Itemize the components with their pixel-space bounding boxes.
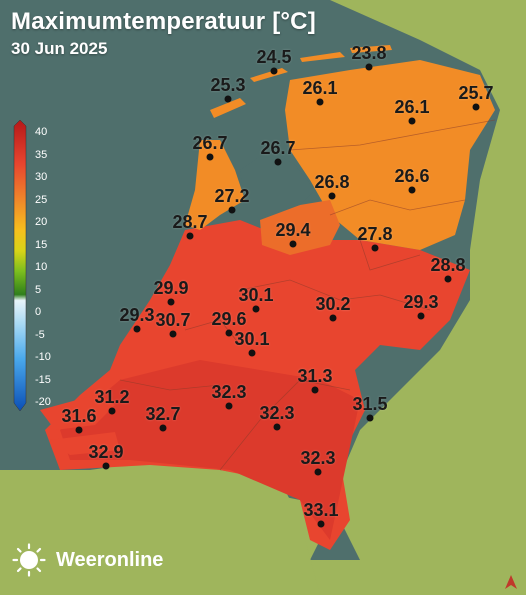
city-marker-dot	[329, 314, 337, 322]
map-title: Maximumtemperatuur [°C]	[11, 8, 316, 35]
city-marker-dot	[311, 386, 319, 394]
city-temperature-label: 30.7	[155, 310, 191, 330]
city-temperature-label: 26.7	[192, 133, 228, 153]
city-temperature-label: 33.1	[303, 500, 339, 520]
region-flevoland	[260, 200, 340, 255]
city-temperature-label: 32.3	[300, 448, 336, 468]
city-temperature-label: 24.5	[256, 47, 292, 67]
city-temperature-label: 23.8	[351, 43, 387, 63]
city-temperature-label: 27.8	[357, 224, 393, 244]
city-temperature-label: 26.1	[302, 78, 338, 98]
city-temperature-label: 32.3	[259, 403, 295, 423]
legend-tick-label: -10	[35, 351, 51, 363]
sun-logo-icon	[12, 543, 46, 577]
brand-name: Weeronline	[56, 548, 164, 571]
city-temperature-label: 26.7	[260, 138, 296, 158]
city-marker-dot	[225, 402, 233, 410]
city-marker-dot	[317, 520, 325, 528]
legend-tick-label: 10	[35, 261, 48, 273]
city-temperature-label: 30.1	[234, 329, 270, 349]
city-marker-dot	[314, 468, 322, 476]
city-marker-dot	[365, 63, 373, 71]
city-marker-dot	[75, 426, 83, 434]
city-temperature-label: 29.3	[119, 305, 155, 325]
city-marker-dot	[224, 95, 232, 103]
zeeland-islands	[40, 395, 120, 455]
city-marker-dot	[270, 67, 278, 75]
city-marker-dot	[186, 232, 194, 240]
city-temperature-label: 31.5	[352, 394, 388, 414]
city-marker-dot	[167, 298, 175, 306]
city-temperature-label: 28.7	[172, 212, 208, 232]
city-marker-dot	[408, 186, 416, 194]
city-marker-dot	[228, 206, 236, 214]
legend-tick-label: 30	[35, 171, 48, 183]
city-marker-dot	[252, 305, 260, 313]
city-marker-dot	[444, 275, 452, 283]
city-temperature-label: 29.6	[211, 309, 247, 329]
city-marker-dot	[133, 325, 141, 333]
city-marker-dot	[159, 424, 167, 432]
city-temperature-label: 26.8	[314, 172, 350, 192]
city-marker-dot	[408, 117, 416, 125]
ijsselmeer	[240, 150, 315, 215]
wadden-islands	[210, 45, 392, 118]
temperature-legend: 40 35 30 25 20 15 10 5 0 -5 -10 -15 -20	[8, 119, 58, 415]
legend-tick-label: 0	[35, 306, 42, 318]
city-temperature-label: 29.4	[275, 220, 311, 240]
city-temperature-label: 28.8	[430, 255, 466, 275]
city-temperature-label: 31.2	[94, 387, 130, 407]
city-marker-dot	[169, 330, 177, 338]
city-temperature-label: 29.9	[153, 278, 189, 298]
city-temperature-label: 31.6	[61, 406, 97, 426]
city-temperature-label: 25.7	[458, 83, 494, 103]
legend-tick-label: 40	[35, 126, 48, 138]
city-marker-dot	[206, 153, 214, 161]
map-date: 30 Jun 2025	[11, 39, 108, 58]
legend-tick-label: -20	[35, 396, 51, 408]
legend-tick-label: 20	[35, 216, 48, 228]
legend-color-bar	[13, 119, 27, 412]
city-marker-dot	[371, 244, 379, 252]
city-marker-dot	[102, 462, 110, 470]
city-temperature-label: 27.2	[214, 186, 250, 206]
city-marker-dot	[225, 329, 233, 337]
city-temperature-label: 32.3	[211, 382, 247, 402]
city-marker-dot	[316, 98, 324, 106]
city-marker-dot	[417, 312, 425, 320]
city-temperature-label: 32.9	[88, 442, 124, 462]
legend-tick-label: 5	[35, 283, 42, 296]
city-temperature-label: 25.3	[210, 75, 246, 95]
brand: Weeronline	[12, 543, 163, 577]
city-temperature-label: 31.3	[297, 366, 333, 386]
city-marker-dot	[289, 240, 297, 248]
legend-tick-label: -5	[35, 328, 45, 341]
province-borders	[119, 119, 496, 471]
city-temperature-label: 29.3	[403, 292, 439, 312]
city-marker-dot	[328, 192, 336, 200]
legend-tick-label: 35	[35, 148, 48, 161]
region-hottest	[60, 360, 360, 540]
city-marker-dot	[366, 414, 374, 422]
region-warm	[285, 60, 495, 250]
legend-tick-label: -15	[35, 373, 51, 386]
city-temperature-label: 26.6	[394, 166, 430, 186]
city-marker-dot	[274, 158, 282, 166]
city-temperature-label: 32.7	[145, 404, 181, 424]
city-marker-dot	[273, 423, 281, 431]
neighbor-land-belgium	[0, 460, 320, 595]
legend-tick-label: 15	[35, 238, 48, 251]
city-marker-dot	[472, 103, 480, 111]
city-marker-dot	[248, 349, 256, 357]
legend-tick-label: 25	[35, 193, 48, 206]
north-arrow-icon	[505, 575, 517, 589]
city-temperature-label: 30.2	[315, 294, 351, 314]
city-marker-dot	[108, 407, 116, 415]
city-temperature-label: 30.1	[238, 285, 274, 305]
city-temperature-label: 26.1	[394, 97, 430, 117]
